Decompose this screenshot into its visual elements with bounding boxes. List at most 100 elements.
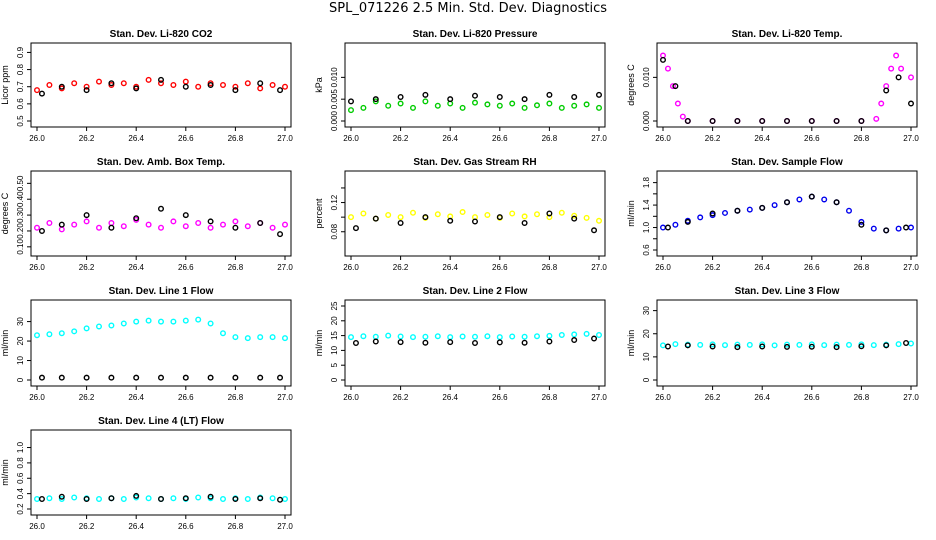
data-point xyxy=(821,342,828,349)
data-point xyxy=(472,218,479,225)
data-point xyxy=(883,342,890,349)
data-point xyxy=(46,81,53,88)
data-point xyxy=(34,87,41,94)
data-point xyxy=(182,83,189,90)
y-tick-label: 0.005 xyxy=(330,89,339,110)
data-point xyxy=(679,113,686,120)
y-tick-label: 10 xyxy=(642,352,651,361)
data-point xyxy=(684,342,691,349)
x-tick-label: 26.0 xyxy=(29,134,45,143)
x-tick-label: 26.0 xyxy=(29,263,45,272)
data-point xyxy=(83,496,90,503)
data-point xyxy=(684,117,691,124)
x-tick-label: 27.0 xyxy=(591,393,607,402)
data-point xyxy=(182,374,189,381)
x-tick-label: 26.0 xyxy=(655,134,671,143)
data-point xyxy=(596,217,603,224)
data-point xyxy=(784,341,791,348)
data-point xyxy=(709,341,716,348)
y-tick-label: 0.4 xyxy=(16,488,25,500)
data-point xyxy=(257,334,264,341)
plot-frame xyxy=(656,299,918,387)
data-point xyxy=(352,225,359,232)
data-point xyxy=(583,101,590,108)
data-point xyxy=(534,211,541,218)
data-point xyxy=(282,335,289,342)
data-point xyxy=(571,93,578,100)
data-point xyxy=(484,211,491,218)
data-point xyxy=(157,496,164,503)
series-all xyxy=(34,316,289,342)
x-tick-label: 26.8 xyxy=(854,263,870,272)
data-point xyxy=(170,495,177,502)
data-point xyxy=(858,343,865,350)
plot-frame xyxy=(30,170,292,257)
data-point xyxy=(145,495,152,502)
x-tick-label: 27.0 xyxy=(591,263,607,272)
data-point xyxy=(846,207,853,214)
x-tick-label: 26.4 xyxy=(128,263,144,272)
data-point xyxy=(546,338,553,345)
data-point xyxy=(534,333,541,340)
data-point xyxy=(858,117,865,124)
chart-panel-7: Stan. Dev. Line 1 Flow ml/min 26.0 26.2 26.4… xyxy=(0,286,293,402)
data-point xyxy=(833,344,840,351)
data-point xyxy=(846,341,853,348)
data-point xyxy=(157,205,164,212)
y-tick-label: 0.40 xyxy=(16,191,25,207)
data-point xyxy=(709,343,716,350)
data-point xyxy=(784,343,791,350)
data-point xyxy=(182,212,189,219)
data-point xyxy=(219,221,226,228)
x-tick-label: 27.0 xyxy=(591,134,607,143)
data-point xyxy=(672,83,679,90)
data-point xyxy=(796,341,803,348)
data-point xyxy=(232,218,239,225)
y-tick-label: 0.000 xyxy=(642,110,651,131)
data-point xyxy=(195,83,202,90)
data-point xyxy=(257,85,264,92)
data-point xyxy=(410,104,417,111)
data-point xyxy=(883,87,890,94)
y-tick-label: 0.6 xyxy=(642,244,651,256)
data-point xyxy=(858,218,865,225)
data-point xyxy=(833,117,840,124)
data-point xyxy=(282,221,289,228)
data-point xyxy=(796,196,803,203)
data-point xyxy=(833,341,840,348)
data-point xyxy=(46,331,53,338)
x-tick-label: 26.4 xyxy=(442,134,458,143)
data-point xyxy=(244,223,251,230)
data-point xyxy=(583,214,590,221)
x-tick-label: 27.0 xyxy=(903,393,919,402)
data-point xyxy=(571,102,578,109)
data-point xyxy=(83,212,90,219)
data-point xyxy=(34,496,41,503)
data-point xyxy=(120,320,127,327)
data-point xyxy=(397,339,404,346)
y-tick-label: 0.10 xyxy=(16,238,25,254)
data-point xyxy=(38,90,45,97)
data-point xyxy=(771,202,778,209)
x-tick-label: 26.6 xyxy=(178,263,194,272)
data-point xyxy=(133,215,140,222)
x-tick-label: 26.8 xyxy=(228,522,244,531)
data-point xyxy=(908,340,915,347)
x-tick-label: 26.8 xyxy=(542,263,558,272)
data-point xyxy=(257,220,264,227)
data-point xyxy=(447,334,454,341)
data-point xyxy=(878,100,885,107)
data-point xyxy=(120,223,127,230)
data-point xyxy=(484,101,491,108)
data-point xyxy=(546,210,553,217)
data-point xyxy=(182,317,189,324)
data-point xyxy=(596,332,603,339)
x-tick-label: 26.6 xyxy=(492,134,508,143)
data-point xyxy=(459,209,466,216)
data-point xyxy=(133,318,140,325)
x-tick-label: 27.0 xyxy=(277,263,293,272)
data-point xyxy=(669,83,676,90)
y-tick-label: 0.5 xyxy=(16,115,25,127)
data-point xyxy=(434,211,441,218)
data-point xyxy=(893,52,900,59)
